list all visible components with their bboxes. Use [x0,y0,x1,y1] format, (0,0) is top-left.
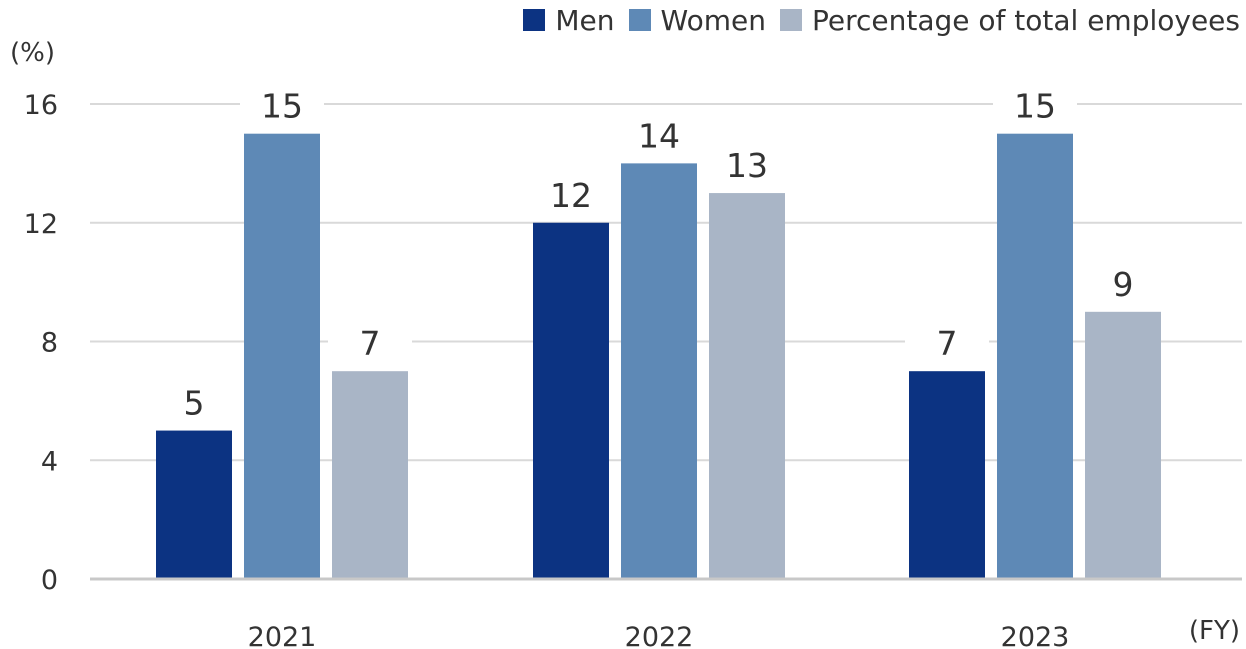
y-tick-label: 0 [41,565,58,596]
data-label: 9 [1113,265,1134,304]
bar [621,163,697,579]
bar [533,222,609,579]
legend-label-men: Men [555,3,615,37]
data-label: 13 [726,146,768,185]
data-label-background [705,143,789,186]
bar [244,133,320,579]
legend-item-women: Women [628,3,766,37]
y-tick-label: 12 [24,209,58,240]
data-label-background [905,321,989,364]
x-axis-unit-label: (FY) [1188,616,1240,646]
legend-item-men: Men [523,3,615,37]
y-axis-unit-label: (%) [10,38,55,68]
bar [709,193,785,579]
legend-label-percentage: Percentage of total employees [811,3,1240,37]
bar [1085,311,1161,579]
data-label: 7 [937,324,958,363]
x-tick-label: 2023 [1001,622,1070,649]
data-label-background [1081,261,1165,304]
data-label-background [240,83,324,126]
legend-item-percentage: Percentage of total employees [779,3,1240,37]
y-tick-label: 4 [41,446,58,477]
data-label-background [152,380,236,423]
bar [997,133,1073,579]
legend-label-women: Women [660,3,766,37]
data-label-background [617,113,701,156]
x-tick-label: 2022 [625,622,694,649]
data-label: 12 [550,176,592,215]
data-label: 15 [261,87,303,126]
data-label-background [328,321,412,364]
data-label: 7 [360,324,381,363]
bar [332,371,408,579]
data-label-background [993,83,1077,126]
legend: Men Women Percentage of total employees [523,0,1240,40]
y-tick-label: 16 [24,90,58,121]
legend-swatch-women [628,9,651,31]
data-label: 14 [638,116,680,155]
data-label-background [529,172,613,215]
x-tick-label: 2021 [248,622,317,649]
data-label: 15 [1014,87,1056,126]
legend-swatch-percentage [779,9,802,31]
bar [156,430,232,579]
bar [909,371,985,579]
legend-swatch-men [523,9,546,31]
data-label: 5 [184,384,205,423]
y-tick-label: 8 [41,328,58,359]
